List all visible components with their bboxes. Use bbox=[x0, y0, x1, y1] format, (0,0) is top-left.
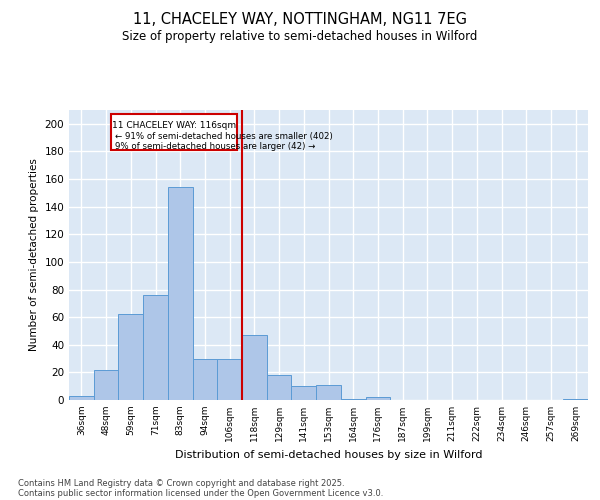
Text: Contains HM Land Registry data © Crown copyright and database right 2025.: Contains HM Land Registry data © Crown c… bbox=[18, 478, 344, 488]
Bar bbox=[118, 314, 143, 400]
Text: Size of property relative to semi-detached houses in Wilford: Size of property relative to semi-detach… bbox=[122, 30, 478, 43]
Bar bbox=[292, 386, 316, 400]
Bar bbox=[69, 396, 94, 400]
Bar bbox=[193, 358, 217, 400]
Y-axis label: Number of semi-detached properties: Number of semi-detached properties bbox=[29, 158, 39, 352]
Text: 11 CHACELEY WAY: 116sqm: 11 CHACELEY WAY: 116sqm bbox=[112, 121, 236, 130]
Bar bbox=[267, 375, 292, 400]
Bar bbox=[217, 358, 242, 400]
Bar bbox=[94, 370, 118, 400]
Text: 9% of semi-detached houses are larger (42) →: 9% of semi-detached houses are larger (4… bbox=[115, 142, 315, 151]
Text: Contains public sector information licensed under the Open Government Licence v3: Contains public sector information licen… bbox=[18, 488, 383, 498]
Bar bbox=[242, 335, 267, 400]
Bar bbox=[111, 114, 237, 150]
Bar bbox=[316, 385, 341, 400]
Bar bbox=[341, 398, 365, 400]
X-axis label: Distribution of semi-detached houses by size in Wilford: Distribution of semi-detached houses by … bbox=[175, 450, 482, 460]
Text: ← 91% of semi-detached houses are smaller (402): ← 91% of semi-detached houses are smalle… bbox=[115, 132, 332, 141]
Bar bbox=[143, 295, 168, 400]
Bar bbox=[365, 397, 390, 400]
Bar bbox=[168, 188, 193, 400]
Text: 11, CHACELEY WAY, NOTTINGHAM, NG11 7EG: 11, CHACELEY WAY, NOTTINGHAM, NG11 7EG bbox=[133, 12, 467, 28]
Bar bbox=[563, 398, 588, 400]
